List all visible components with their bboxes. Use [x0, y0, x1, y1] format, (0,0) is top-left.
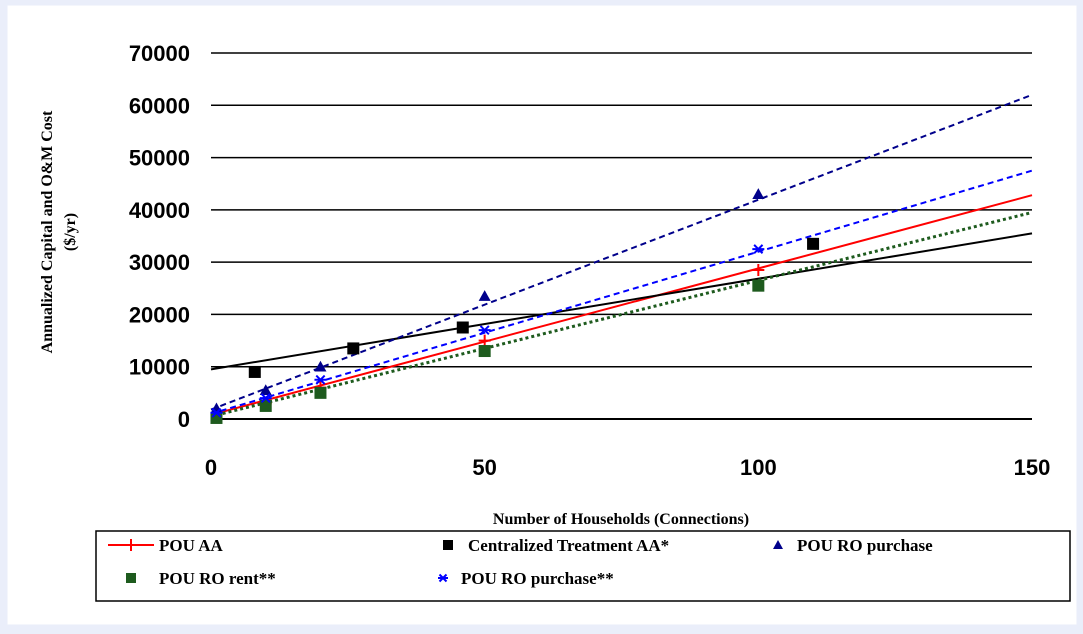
- data-point: [438, 573, 448, 583]
- data-point: [478, 334, 491, 347]
- legend-label: Centralized Treatment AA*: [468, 536, 669, 555]
- data-point: [259, 399, 272, 412]
- y-tick-label: 60000: [129, 93, 190, 118]
- data-point: [752, 188, 765, 199]
- data-point: [210, 407, 223, 418]
- data-point: [314, 360, 327, 372]
- data-point: [259, 384, 272, 396]
- data-point: [314, 374, 327, 385]
- y-tick-label: 10000: [129, 355, 190, 380]
- y-tick-label: 20000: [129, 302, 190, 327]
- y-axis-title-line1: Annualized Capital and O&M Cost: [39, 110, 56, 353]
- y-tick-label: 30000: [129, 250, 190, 275]
- legend-label: POU RO purchase: [797, 536, 933, 555]
- legend-box: [95, 530, 1071, 602]
- data-point: [752, 263, 765, 276]
- x-axis-title: Number of Households (Connections): [493, 511, 749, 528]
- data-markers: [210, 188, 820, 424]
- data-point: [347, 342, 360, 355]
- legend-label: POU AA: [159, 536, 223, 555]
- y-tick-label: 40000: [129, 198, 190, 223]
- trend-line: [210, 211, 1033, 418]
- data-point: [478, 290, 491, 301]
- y-axis-title-line2: ($/yr): [62, 213, 79, 251]
- trend-line: [210, 194, 1033, 416]
- x-tick-label: 50: [472, 455, 496, 480]
- data-point: [773, 540, 783, 549]
- data-point: [125, 539, 137, 551]
- y-tick-label: 50000: [129, 146, 190, 171]
- data-point: [807, 237, 820, 250]
- y-tick-labels: 0 10000 20000 30000 40000 50000 60000 70000: [129, 41, 190, 432]
- data-point: [752, 279, 765, 292]
- data-point: [248, 365, 261, 378]
- data-point: [259, 393, 272, 403]
- x-tick-label: 100: [740, 455, 777, 480]
- data-point: [752, 244, 765, 254]
- data-point: [126, 573, 136, 583]
- legend: POU AA Centralized Treatment AA* POU RO pu…: [108, 536, 933, 588]
- legend-label: POU RO rent**: [159, 569, 276, 588]
- legend-item: POU RO purchase**: [438, 569, 614, 588]
- x-tick-labels: 0 50 100 150: [205, 455, 1050, 480]
- data-point: [478, 325, 491, 336]
- trend-line: [210, 169, 1033, 415]
- gridlines: [211, 52, 1032, 368]
- data-point: [456, 321, 469, 334]
- legend-item: POU AA: [108, 536, 223, 555]
- y-tick-label: 70000: [129, 41, 190, 66]
- data-point: [314, 386, 327, 399]
- legend-item: POU RO rent**: [126, 569, 276, 588]
- x-tick-label: 0: [205, 455, 217, 480]
- data-point: [443, 540, 453, 550]
- data-point: [478, 345, 491, 358]
- y-tick-label: 0: [178, 407, 190, 432]
- legend-item: Centralized Treatment AA*: [443, 536, 669, 555]
- trend-line: [210, 93, 1033, 411]
- x-tick-label: 150: [1014, 455, 1051, 480]
- legend-item: POU RO purchase: [773, 536, 933, 555]
- legend-label: POU RO purchase**: [461, 569, 614, 588]
